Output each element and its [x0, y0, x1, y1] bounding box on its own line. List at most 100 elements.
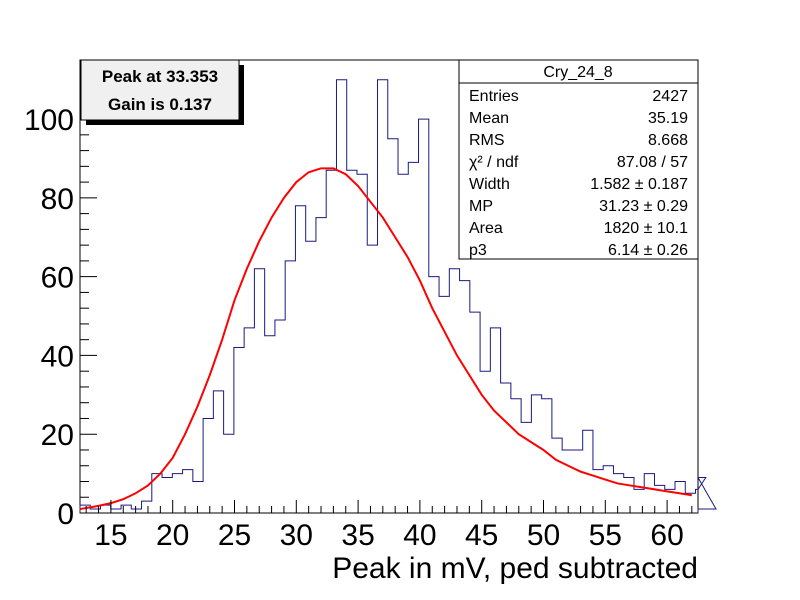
- histogram-bin: [583, 430, 593, 513]
- histogram-bin: [111, 509, 121, 513]
- stats-title: Cry_24_8: [543, 64, 612, 81]
- y-tick-label: 100: [24, 104, 74, 137]
- x-tick-label: 45: [465, 519, 498, 552]
- stats-row-value: 1820 ± 10.1: [604, 220, 689, 237]
- histogram-bin: [306, 241, 316, 513]
- y-tick-label: 0: [57, 498, 74, 531]
- plot-frame: [79, 59, 699, 514]
- histogram-bin: [470, 312, 480, 513]
- histogram-bin: [295, 206, 305, 513]
- peak-gain-box-frame: [80, 59, 240, 121]
- stats-row-label: Mean: [469, 110, 509, 127]
- histogram-bin: [234, 348, 244, 513]
- histogram-bin: [357, 174, 367, 513]
- stats-row-label: Width: [469, 176, 510, 193]
- x-tick-label: 20: [156, 519, 189, 552]
- histogram-bin: [613, 474, 623, 513]
- stats-row-value: 6.14 ± 0.26: [608, 242, 688, 259]
- stats-row-label: p3: [469, 242, 487, 259]
- histogram-bin: [347, 170, 357, 513]
- histogram-layer: [79, 79, 717, 513]
- histogram-bin: [378, 80, 388, 513]
- x-tick-label: 25: [218, 519, 251, 552]
- histogram-bin: [367, 245, 377, 513]
- histogram-bin: [685, 493, 695, 513]
- x-tick-label: 60: [650, 519, 683, 552]
- stats-row-label: Entries: [469, 88, 519, 105]
- stats-row-value: 87.08 / 57: [617, 154, 688, 171]
- histogram-bin: [142, 501, 152, 513]
- stats-row-label: MP: [469, 198, 493, 215]
- x-tick-label: 40: [403, 519, 436, 552]
- histogram-bin: [326, 170, 336, 513]
- histogram-bin: [624, 478, 634, 513]
- histogram-bin: [511, 399, 521, 513]
- histogram-bin: [101, 505, 111, 513]
- x-tick-label: 30: [280, 519, 313, 552]
- stats-row-label: χ² / ndf: [469, 154, 519, 171]
- histogram-bin: [408, 162, 418, 513]
- histogram-bin: [183, 470, 193, 513]
- histogram-bin: [388, 139, 398, 513]
- stats-row-label: RMS: [469, 132, 505, 149]
- histogram-bin: [275, 320, 285, 513]
- histogram-bin: [316, 218, 326, 513]
- histogram-bin: [336, 80, 346, 513]
- histogram-outline: [79, 79, 717, 513]
- histogram-bin: [254, 269, 264, 513]
- histogram-bin: [203, 418, 213, 513]
- histogram-bin: [224, 434, 234, 513]
- stats-row-value: 2427: [652, 88, 688, 105]
- x-tick-label: 50: [527, 519, 560, 552]
- histogram-bin: [603, 466, 613, 513]
- histogram-bin: [244, 328, 254, 513]
- histogram-bin: [490, 328, 500, 513]
- histogram-bin: [172, 474, 182, 513]
- stats-row-value: 31.23 ± 0.29: [599, 198, 688, 215]
- histogram-bin: [419, 119, 429, 513]
- y-tick-label: 80: [41, 183, 74, 216]
- histogram-bin: [480, 371, 490, 513]
- histogram-bin: [531, 395, 541, 513]
- histogram-bin: [213, 391, 223, 513]
- histogram-bin: [501, 383, 511, 513]
- histogram-bin: [696, 489, 698, 513]
- histogram-bin: [675, 481, 685, 513]
- gain-label: Gain is 0.137: [108, 95, 212, 114]
- histogram-bin: [285, 261, 295, 513]
- y-axis: 0 20 40 60 80 100: [24, 71, 97, 531]
- histogram-bin: [398, 174, 408, 513]
- stats-box: Cry_24_8 Entries 2427 Mean 35.19 RMS 8.668 χ² …: [458, 59, 699, 260]
- histogram-bin: [449, 269, 459, 513]
- y-tick-label: 20: [41, 419, 74, 452]
- histogram-bin: [460, 281, 470, 513]
- stats-row-value: 35.19: [648, 110, 688, 127]
- peak-gain-box: Peak at 33.353 Gain is 0.137: [80, 59, 244, 125]
- plot-frame-layer: [79, 59, 699, 514]
- stats-row-value: 1.582 ± 0.187: [590, 176, 688, 193]
- histogram-bin: [162, 478, 172, 513]
- histogram-bin: [193, 481, 203, 513]
- histogram-bin: [562, 450, 572, 513]
- x-tick-label: 35: [341, 519, 374, 552]
- stats-row-value: 8.668: [648, 132, 688, 149]
- y-tick-label: 40: [41, 340, 74, 373]
- histogram-bin: [121, 505, 131, 513]
- histogram-bin: [644, 474, 654, 513]
- peak-label: Peak at 33.353: [102, 67, 218, 86]
- stats-box-frame: [458, 59, 699, 260]
- x-tick-label: 55: [589, 519, 622, 552]
- x-tick-label: 15: [94, 519, 127, 552]
- histogram-bin: [265, 336, 275, 513]
- x-axis: 15 20 25 30 35 40 45 50 55 60: [85, 500, 693, 552]
- y-tick-label: 60: [41, 262, 74, 295]
- x-axis-title: Peak in mV, ped subtracted: [332, 552, 698, 585]
- histogram-bin: [131, 509, 141, 513]
- histogram-bin: [552, 438, 562, 513]
- fit-layer: [79, 167, 692, 511]
- stats-row-label: Area: [469, 220, 503, 237]
- stats-rows: Entries 2427 Mean 35.19 RMS 8.668 χ² / ndf 87.0…: [469, 88, 688, 259]
- histogram-bin: [572, 450, 582, 513]
- fit-curve: [79, 167, 692, 511]
